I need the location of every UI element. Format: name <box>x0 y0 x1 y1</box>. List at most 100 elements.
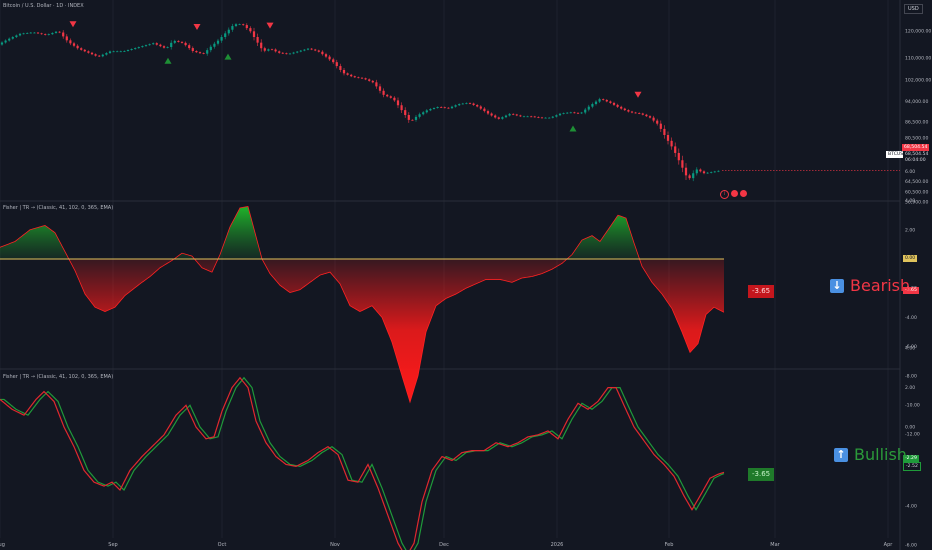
symbol-price-tag: 68,504.54 <box>903 151 931 158</box>
candle-body <box>418 114 421 117</box>
candle-body <box>4 40 7 43</box>
candle-body <box>483 108 486 112</box>
candle-body <box>641 113 644 115</box>
fisher-line-axis-tag-2: -2.52 <box>903 462 921 471</box>
candle-body <box>620 106 623 109</box>
candle-body <box>504 115 508 118</box>
candle-body <box>292 52 295 54</box>
currency-button[interactable]: USD <box>904 4 923 14</box>
fisher-area-axis-tick: -12.00 <box>905 432 920 438</box>
fisher-line-axis-tick: -6.00 <box>905 543 917 549</box>
candle-body <box>476 105 479 107</box>
candle-body <box>382 90 385 95</box>
flag-icon[interactable] <box>740 190 747 197</box>
price-axis-tick: 60,500.00 <box>905 190 928 196</box>
candle-body <box>378 86 382 91</box>
candle-body <box>648 116 652 118</box>
zero-axis-tag: 0.00 <box>903 255 918 262</box>
x-axis-tick: Dec <box>439 542 449 548</box>
candle-body <box>461 103 464 105</box>
candle-body <box>555 115 558 117</box>
candle-body <box>612 102 616 105</box>
candle-body <box>252 31 256 38</box>
candle-body <box>346 73 349 75</box>
candle-body <box>587 106 590 110</box>
candle-body <box>422 112 425 115</box>
candle-body <box>36 32 40 34</box>
candle-body <box>695 169 698 174</box>
bullish-badge: ↑ Bullish <box>834 445 907 464</box>
candle-body <box>137 47 140 49</box>
candle-body <box>317 50 320 52</box>
candle-body <box>220 37 223 41</box>
candle-body <box>170 42 173 47</box>
candle-body <box>188 45 191 49</box>
candle-body <box>65 36 68 41</box>
candle-body <box>389 96 392 98</box>
candle-body <box>364 78 367 80</box>
fisher-line-axis-tick: -4.00 <box>905 503 917 509</box>
fisher-line-axis-tick: 4.00 <box>905 346 915 352</box>
fisher-line-value-label: -3.65 <box>748 468 775 481</box>
candle-body <box>54 31 58 33</box>
candle-body <box>710 172 713 173</box>
candle-body <box>598 99 601 102</box>
candle-body <box>522 116 526 118</box>
x-axis-tick: Oct <box>218 542 227 548</box>
candle-body <box>569 112 572 114</box>
x-axis-tick: Apr <box>884 542 894 548</box>
candle-body <box>209 46 212 51</box>
event-info-icon[interactable]: i <box>720 190 729 199</box>
candle-body <box>119 51 122 53</box>
candle-body <box>126 50 130 51</box>
sell-signal-marker <box>266 22 274 29</box>
fisher-signal-line <box>0 376 725 550</box>
candle-body <box>666 134 670 141</box>
fisher-positive-area <box>0 206 724 259</box>
candle-body <box>224 33 227 38</box>
candle-body <box>234 24 238 27</box>
candle-body <box>519 115 522 117</box>
candle-body <box>630 111 634 113</box>
candle-body <box>465 103 468 104</box>
candle-body <box>486 111 490 114</box>
candle-body <box>159 44 162 47</box>
sell-signal-marker <box>193 24 201 30</box>
x-axis-tick: Aug <box>0 542 5 548</box>
candle-body <box>270 49 274 51</box>
candle-body <box>202 53 205 54</box>
candle-body <box>238 24 241 26</box>
buy-signal-marker <box>569 125 577 132</box>
price-axis-tick: 102,000.00 <box>905 77 931 83</box>
fisher-area-title: Fisher | TR → (Classic, 41, 102, 0, 365,… <box>3 205 114 211</box>
candle-body <box>310 48 313 50</box>
candle-body <box>40 33 43 35</box>
candle-body <box>339 66 342 70</box>
candle-body <box>8 38 11 41</box>
candle-body <box>490 113 493 116</box>
candle-body <box>609 101 612 103</box>
fisher-area-axis-tick: 6.00 <box>905 169 915 175</box>
flag-icon[interactable] <box>731 190 738 197</box>
candle-body <box>296 51 299 53</box>
candle-body <box>404 110 407 116</box>
candle-body <box>425 110 428 113</box>
candle-body <box>450 106 454 109</box>
fisher-area-pane <box>0 205 725 404</box>
candle-body <box>260 42 263 49</box>
candle-body <box>144 45 148 47</box>
candle-body <box>22 33 25 35</box>
fisher-area-axis-tick: -8.00 <box>905 373 917 379</box>
candle-body <box>173 40 176 43</box>
candle-body <box>537 116 540 118</box>
candle-body <box>670 140 673 147</box>
candle-body <box>198 52 202 54</box>
candle-body <box>386 94 389 97</box>
price-pane <box>0 21 900 182</box>
candle-body <box>152 43 155 45</box>
candle-body <box>540 117 544 119</box>
candle-body <box>443 107 446 109</box>
price-axis-tick: 120,000.00 <box>905 29 931 35</box>
fisher-line-axis-tick: 0.00 <box>905 425 915 431</box>
fisher-line-pane <box>0 376 725 550</box>
